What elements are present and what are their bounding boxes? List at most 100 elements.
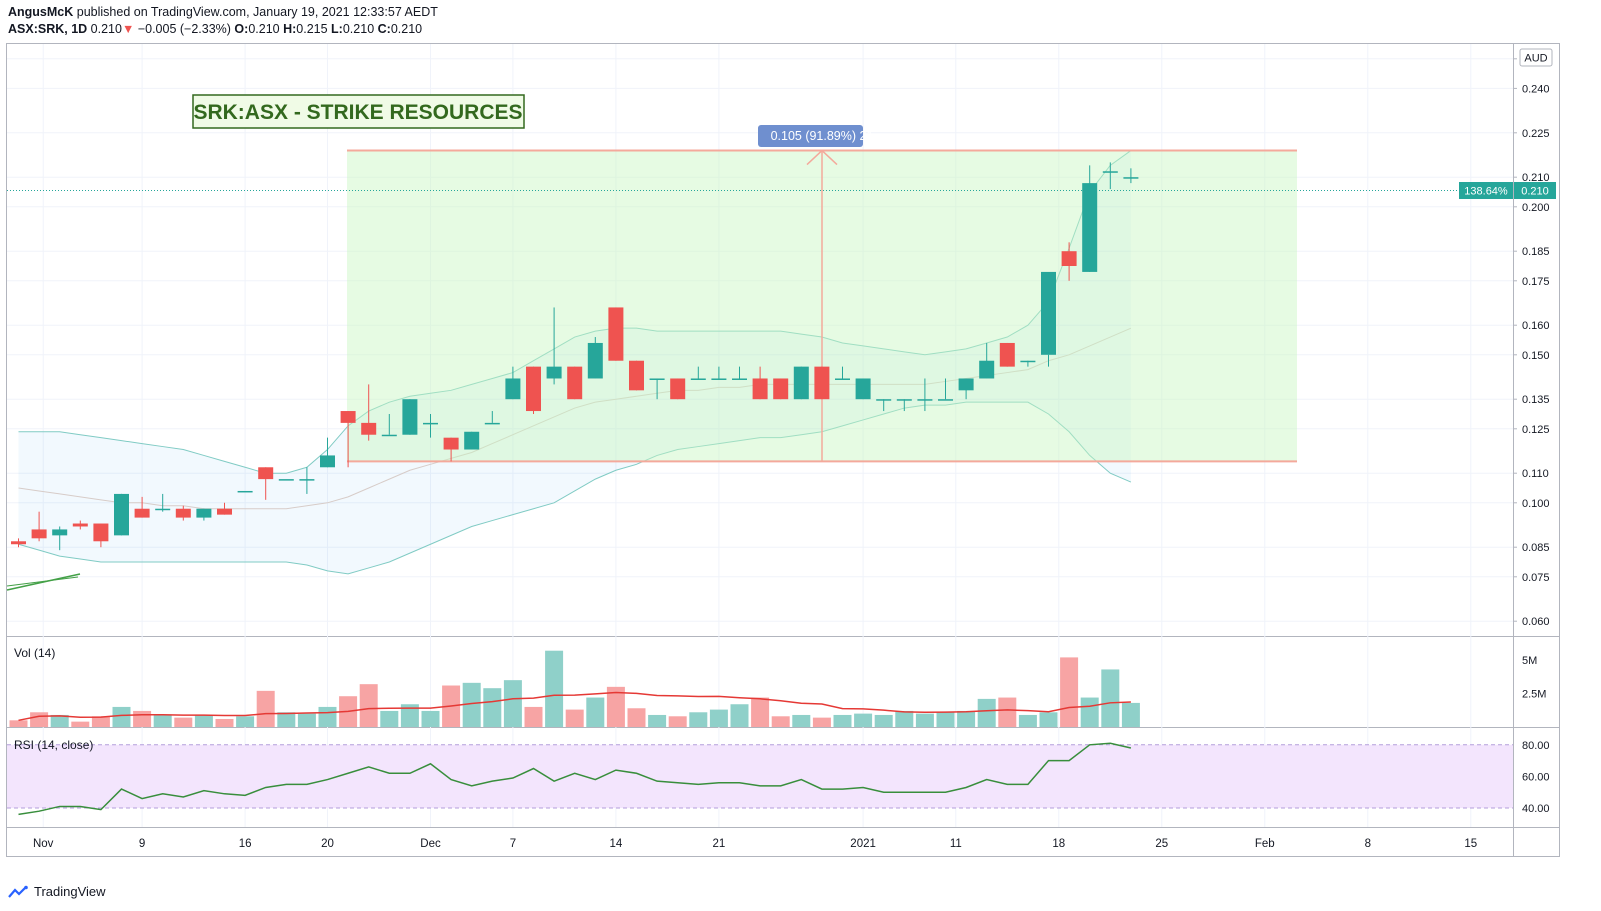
volume-bar xyxy=(1039,712,1058,727)
candle-body xyxy=(999,342,1015,367)
volume-bar xyxy=(565,709,584,727)
price-axis[interactable]: 0.2500.2400.2250.2100.2000.1850.1750.160… xyxy=(1513,54,1550,628)
title-annotation[interactable]: SRK:ASX - STRIKE RESOURCES xyxy=(192,94,525,129)
volume-tick-label: 2.5M xyxy=(1522,689,1546,701)
volume-bar xyxy=(256,690,275,727)
title-box xyxy=(192,94,525,129)
rsi-pane-label[interactable]: RSI (14, close) xyxy=(14,738,93,752)
volume-bar xyxy=(50,714,69,727)
currency-label: AUD xyxy=(1524,53,1547,65)
volume-bar xyxy=(503,680,522,727)
candle-body xyxy=(361,422,377,435)
candle-body xyxy=(93,523,109,542)
volume-bar xyxy=(689,712,708,727)
volume-bar xyxy=(462,682,481,727)
chart-header: AngusMcK published on TradingView.com, J… xyxy=(8,4,438,38)
price-tick-label: 0.075 xyxy=(1522,572,1550,584)
volume-bar xyxy=(297,713,316,727)
candle-body xyxy=(423,422,438,425)
candle-body xyxy=(258,467,274,480)
trend-line-2[interactable] xyxy=(6,576,79,587)
candle-body xyxy=(11,541,26,545)
volume-pane-label[interactable]: Vol (14) xyxy=(14,646,55,660)
price-tick-label: 0.135 xyxy=(1522,394,1550,406)
rsi-tick-label: 60.00 xyxy=(1522,771,1550,783)
symbol[interactable]: ASX:SRK, 1D xyxy=(8,22,88,36)
candle-body xyxy=(381,434,397,437)
time-tick-label: 14 xyxy=(610,838,623,850)
price-change: −0.005 (−2.33%) xyxy=(137,22,231,36)
candle-body xyxy=(793,366,809,400)
candle-body xyxy=(670,378,686,400)
grid xyxy=(7,44,1513,827)
time-tick-label: Feb xyxy=(1255,838,1275,850)
volume-bar xyxy=(1060,657,1079,727)
candle-body xyxy=(1123,177,1139,179)
candle-body xyxy=(1082,183,1098,272)
rsi-tick-label: 40.00 xyxy=(1522,803,1550,815)
volume-bar xyxy=(936,712,955,727)
candle-body xyxy=(711,378,727,380)
time-axis[interactable]: Nov 9 16 20 Dec 7 14 21 2021 11 18 25 Feb 8 15 xyxy=(33,838,1477,850)
volume-bar xyxy=(771,716,790,727)
candle-body xyxy=(464,431,480,450)
volume-bar xyxy=(812,717,831,727)
volume-bar xyxy=(153,714,172,727)
bollinger-fill xyxy=(18,150,1131,574)
volume-bar xyxy=(483,688,502,727)
price-tick-label: 0.210 xyxy=(1522,172,1550,184)
rsi-path xyxy=(18,742,1132,816)
volume-bar xyxy=(9,720,28,727)
volume-bar xyxy=(194,714,213,727)
price-tick-label: 0.240 xyxy=(1522,83,1550,95)
candle-body xyxy=(773,378,789,400)
time-tick-label: 9 xyxy=(139,838,145,850)
price-tick-label: 0.185 xyxy=(1522,246,1550,258)
price-tick-label: 0.200 xyxy=(1522,202,1550,214)
candle-body xyxy=(175,508,191,518)
currency-badge[interactable]: AUD xyxy=(1519,48,1553,67)
candle-body xyxy=(1102,171,1118,173)
candle-body xyxy=(917,399,933,401)
rsi-line xyxy=(18,742,1132,816)
volume-bar xyxy=(112,706,131,727)
volume-tick-label: 5M xyxy=(1522,655,1537,667)
volume-bar xyxy=(236,716,255,727)
candle-body xyxy=(134,508,150,518)
volume-bar xyxy=(730,704,749,727)
volume-bar xyxy=(359,684,378,727)
candle-body xyxy=(587,342,603,379)
last-price-badges: 138.64% 0.210 xyxy=(1459,182,1556,199)
low-value: 0.210 xyxy=(342,22,375,36)
measure-arrow-head xyxy=(806,149,838,166)
volume-bar xyxy=(957,710,976,727)
price-tick-label: 0.225 xyxy=(1522,128,1550,140)
time-tick-label: 8 xyxy=(1365,838,1371,850)
last-price-badge: 0.210 xyxy=(1521,186,1549,198)
volume-bar xyxy=(174,717,193,727)
time-tick-label: 16 xyxy=(239,838,252,850)
volume-bar xyxy=(133,710,152,727)
author[interactable]: AngusMcK xyxy=(8,5,74,19)
volume-bar xyxy=(792,714,811,727)
time-tick-label: Nov xyxy=(33,838,54,850)
volume-bar xyxy=(1121,702,1140,727)
time-tick-label: 15 xyxy=(1464,838,1477,850)
candle-body xyxy=(649,378,665,380)
measure-label[interactable]: 0.105 (91.89%) 21 xyxy=(758,125,873,147)
tradingview-logo[interactable]: TradingView xyxy=(8,884,106,899)
chart-frame xyxy=(6,43,1560,857)
volume-bar xyxy=(400,704,419,727)
volume-bar xyxy=(854,713,873,727)
volume-bar xyxy=(751,697,770,727)
trend-line[interactable] xyxy=(6,573,81,591)
volume-ma-line xyxy=(18,691,1131,722)
time-tick-label: 21 xyxy=(713,838,726,850)
time-tick-label: Dec xyxy=(420,838,441,850)
measure-label-bg xyxy=(758,125,863,147)
volume-bar xyxy=(91,716,110,727)
candle-body xyxy=(855,378,871,400)
volume-bar xyxy=(833,714,852,727)
price-tick-label: 0.100 xyxy=(1522,498,1550,510)
